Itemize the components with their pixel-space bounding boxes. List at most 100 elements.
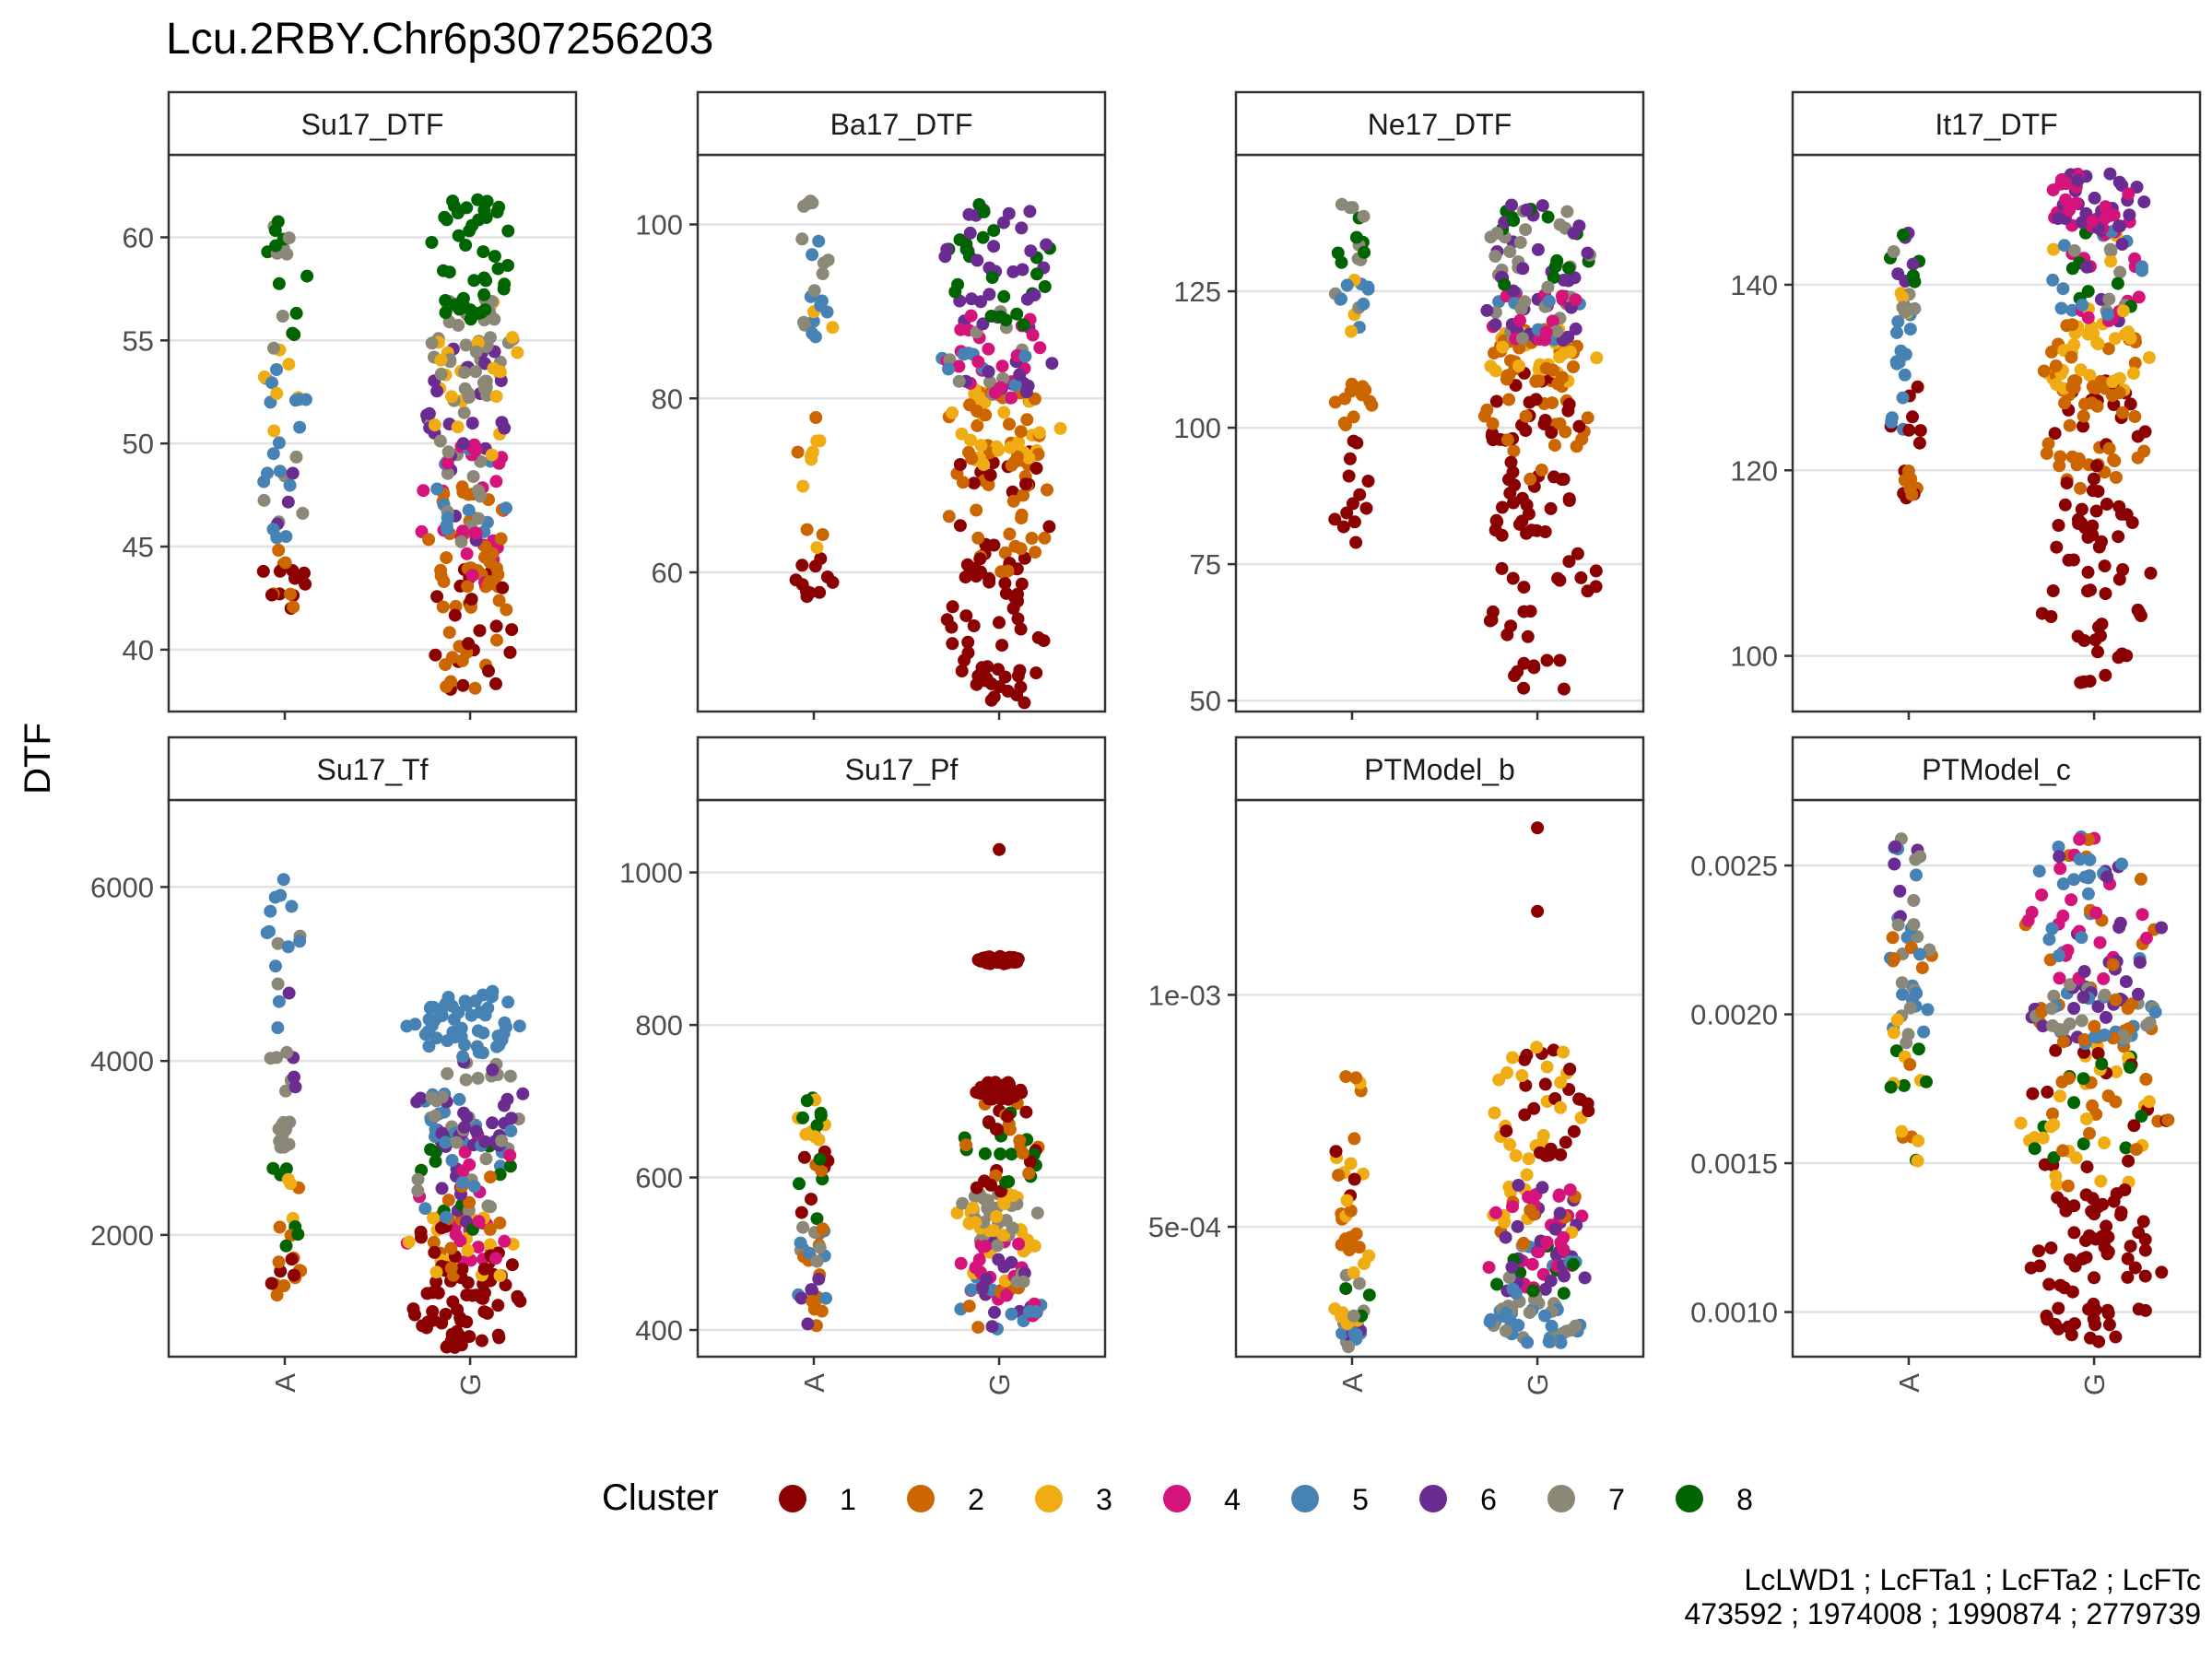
data-point bbox=[425, 236, 439, 249]
data-point bbox=[498, 1234, 512, 1248]
data-point bbox=[810, 1254, 824, 1268]
data-point bbox=[266, 447, 280, 461]
data-point bbox=[422, 406, 436, 420]
data-point bbox=[2077, 965, 2091, 978]
legend-key-cluster-5 bbox=[1291, 1485, 1319, 1512]
data-point bbox=[795, 559, 809, 572]
data-point bbox=[1038, 280, 1052, 293]
data-point bbox=[2041, 437, 2055, 451]
data-point bbox=[2115, 238, 2129, 251]
data-point bbox=[2078, 870, 2092, 884]
panel: Su17_DTF 40 45 50 55 60 bbox=[123, 90, 578, 720]
data-point bbox=[1553, 417, 1567, 430]
data-point bbox=[2113, 265, 2127, 279]
data-point bbox=[942, 362, 955, 376]
data-point bbox=[1003, 418, 1016, 431]
data-point bbox=[1548, 1222, 1562, 1236]
data-point bbox=[429, 1265, 443, 1279]
y-tick-label: 1000 bbox=[619, 857, 683, 889]
data-point bbox=[1517, 605, 1531, 618]
data-point bbox=[1017, 488, 1030, 502]
data-point bbox=[1529, 393, 1543, 406]
data-point bbox=[1581, 246, 1594, 260]
data-point bbox=[981, 660, 994, 674]
data-point bbox=[819, 1291, 832, 1305]
legend-label-cluster-2: 2 bbox=[968, 1483, 984, 1516]
data-point bbox=[2047, 1151, 2061, 1165]
data-point bbox=[1010, 307, 1024, 321]
data-point bbox=[444, 1241, 458, 1255]
data-point bbox=[1498, 277, 1512, 291]
data-point bbox=[1520, 1168, 1534, 1182]
data-point bbox=[1560, 205, 1574, 218]
data-point bbox=[1912, 1134, 1925, 1147]
data-point bbox=[1038, 531, 1052, 545]
data-point bbox=[1013, 1134, 1027, 1147]
data-point bbox=[1488, 318, 1502, 332]
data-point bbox=[1526, 1284, 1540, 1298]
data-point bbox=[1484, 230, 1498, 244]
data-point bbox=[1538, 1077, 1552, 1091]
data-point bbox=[1906, 410, 1919, 424]
data-point bbox=[959, 571, 972, 584]
panel: Su17_Tf 2000 4000 6000 A G bbox=[90, 735, 578, 1395]
data-point bbox=[945, 620, 959, 634]
data-point bbox=[264, 904, 277, 918]
data-point bbox=[495, 416, 509, 429]
data-point bbox=[2052, 1301, 2065, 1315]
panel: PTModel_b 5e-04 1e-03 A G bbox=[1148, 735, 1645, 1395]
data-point bbox=[270, 1288, 284, 1302]
data-point bbox=[1485, 429, 1499, 443]
data-point bbox=[964, 309, 978, 323]
data-point bbox=[1013, 368, 1027, 382]
data-point bbox=[441, 445, 455, 459]
data-point bbox=[1557, 682, 1571, 696]
data-point bbox=[1557, 1045, 1571, 1059]
data-point bbox=[492, 1331, 506, 1345]
data-point bbox=[472, 1045, 486, 1059]
data-point bbox=[1515, 1069, 1529, 1082]
data-point bbox=[2088, 191, 2101, 205]
data-point bbox=[793, 1177, 806, 1191]
data-point bbox=[422, 533, 436, 547]
data-point bbox=[1008, 378, 1022, 392]
data-point bbox=[976, 317, 990, 331]
data-point bbox=[1005, 1307, 1018, 1321]
data-point bbox=[473, 624, 487, 638]
data-point bbox=[810, 1212, 824, 1226]
data-point bbox=[2077, 1033, 2091, 1046]
legend-key-cluster-8 bbox=[1676, 1485, 1703, 1512]
data-point bbox=[512, 1019, 526, 1033]
data-point bbox=[1029, 546, 1042, 559]
data-point bbox=[2056, 1144, 2070, 1158]
data-point bbox=[2079, 1112, 2093, 1125]
data-point bbox=[435, 1090, 449, 1104]
data-point bbox=[289, 450, 303, 464]
data-point bbox=[815, 1164, 829, 1178]
data-point bbox=[1053, 421, 1067, 435]
data-point bbox=[2133, 956, 2147, 970]
data-point bbox=[1025, 532, 1039, 545]
data-point bbox=[1349, 1071, 1363, 1085]
data-point bbox=[445, 1154, 459, 1167]
data-point bbox=[501, 995, 515, 1009]
data-point bbox=[267, 341, 280, 355]
data-point bbox=[1531, 242, 1545, 256]
data-point bbox=[2134, 872, 2147, 886]
data-point bbox=[796, 1111, 809, 1124]
data-point bbox=[2112, 500, 2126, 513]
data-point bbox=[279, 1084, 292, 1098]
data-point bbox=[1538, 414, 1552, 427]
data-point bbox=[794, 1206, 808, 1219]
data-point bbox=[1012, 1237, 1026, 1251]
data-point bbox=[486, 1063, 500, 1077]
data-point bbox=[2063, 418, 2077, 432]
data-point bbox=[994, 1147, 1007, 1160]
data-point bbox=[2057, 239, 2071, 253]
data-point bbox=[978, 1147, 992, 1160]
data-point bbox=[2093, 935, 2107, 949]
data-point bbox=[1535, 199, 1549, 213]
y-tick-label: 50 bbox=[1190, 685, 1221, 717]
data-point bbox=[816, 1222, 830, 1236]
data-point bbox=[971, 418, 984, 432]
